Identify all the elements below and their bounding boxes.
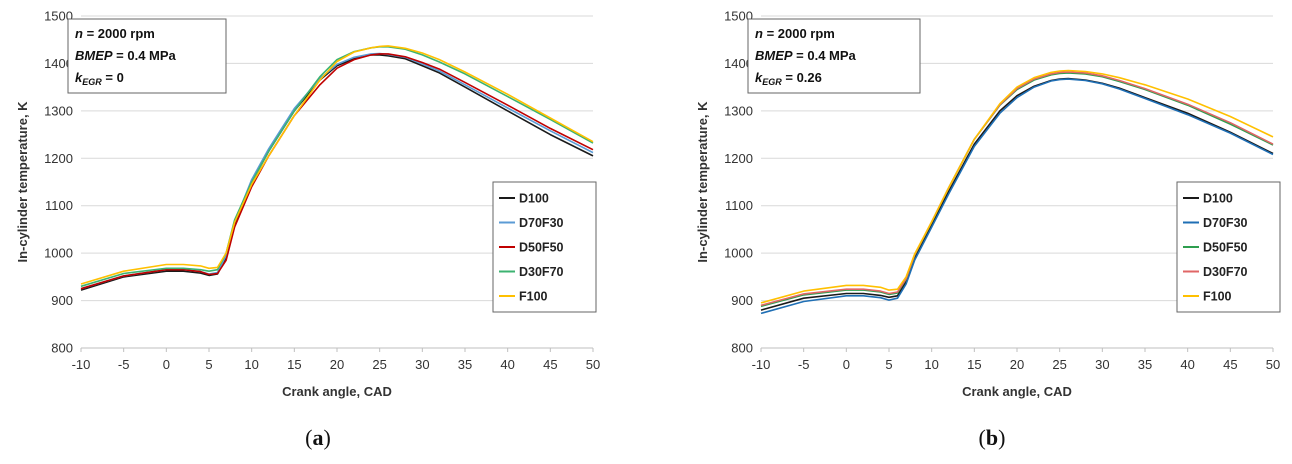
- annotation-value: = 2000 rpm: [83, 26, 155, 41]
- x-axis-title: Crank angle, CAD: [282, 384, 392, 399]
- chart-panel-b: 800 900 1000 1100 1200 1300 1400 1500 -10 -5 0 5 10 1…: [695, 9, 1281, 450]
- legend-item-d30f70: D30F70: [519, 265, 564, 279]
- x-tick-label: 15: [967, 357, 981, 372]
- x-tick-label: 35: [458, 357, 472, 372]
- x-tick-label: 0: [843, 357, 850, 372]
- y-tick-label: 1500: [44, 9, 73, 24]
- x-tick-label: -5: [798, 357, 810, 372]
- annotation-variable: n: [755, 26, 763, 41]
- y-axis-title: In-cylinder temperature, K: [15, 101, 30, 263]
- x-tick-label: 25: [372, 357, 386, 372]
- x-tick-label: 10: [244, 357, 258, 372]
- legend-item-d70f30: D70F30: [519, 216, 564, 230]
- annotation-value: = 0.4 MPa: [113, 48, 177, 63]
- panel-caption: (b): [979, 425, 1006, 450]
- annotation-box: [747, 18, 921, 94]
- annotation-subscript: EGR: [762, 77, 782, 87]
- x-tick-label: 35: [1138, 357, 1152, 372]
- x-tick-label: 5: [885, 357, 892, 372]
- y-tick-label: 1200: [44, 151, 73, 166]
- series-line-f100: [80, 45, 594, 285]
- legend-item-f100: F100: [1203, 290, 1232, 304]
- y-tick-label: 1000: [44, 246, 73, 261]
- annotation-variable: k: [755, 70, 763, 85]
- annotation-box: [67, 18, 227, 94]
- annotation-variable: n: [75, 26, 83, 41]
- y-tick-label: 1100: [45, 198, 73, 213]
- caption-paren-close: ): [324, 425, 331, 450]
- annotation-variable: k: [75, 70, 83, 85]
- y-tick-label: 800: [51, 341, 73, 356]
- caption-paren-open: (: [305, 425, 312, 450]
- x-tick-label: 30: [1095, 357, 1109, 372]
- series-line-d30f70: [80, 46, 594, 288]
- annotation-line2: BMEP = 0.4 MPa: [75, 48, 177, 63]
- y-tick-label: 1300: [44, 103, 73, 118]
- legend-item-d100: D100: [519, 192, 549, 206]
- annotation-line1: n = 2000 rpm: [755, 26, 835, 41]
- legend-item-d100: D100: [1203, 192, 1233, 206]
- y-tick-label: 900: [731, 293, 753, 308]
- annotation-value: = 2000 rpm: [763, 26, 835, 41]
- x-tick-label: 0: [163, 357, 170, 372]
- x-tick-label: -10: [72, 357, 91, 372]
- series-line-d100: [760, 77, 1274, 311]
- x-tick-label: 50: [1266, 357, 1280, 372]
- x-tick-label: 30: [415, 357, 429, 372]
- annotation-line3: kEGR = 0.26: [755, 70, 822, 87]
- y-tick-label: 900: [51, 293, 73, 308]
- chart-panel-a: 800 900 1000 1100 1200 1300 1400 1500 -10 -5 0 5 10 1…: [15, 9, 600, 451]
- y-axis-title: In-cylinder temperature, K: [695, 101, 710, 263]
- annotation-value: = 0.26: [782, 70, 822, 85]
- annotation-variable: BMEP: [75, 48, 113, 63]
- x-tick-label: 5: [205, 357, 212, 372]
- x-tick-label: 45: [543, 357, 557, 372]
- annotation-line2: BMEP = 0.4 MPa: [755, 48, 857, 63]
- legend-item-d50f50: D50F50: [519, 241, 564, 255]
- x-tick-label: 10: [924, 357, 938, 372]
- y-tick-label: 1400: [724, 56, 753, 71]
- caption-letter: b: [986, 425, 998, 450]
- panel-caption: (a): [305, 425, 331, 450]
- y-tick-label: 1400: [44, 56, 73, 71]
- y-tick-label: 1000: [724, 246, 753, 261]
- series-line-f100: [760, 69, 1274, 304]
- x-tick-label: -10: [752, 357, 771, 372]
- x-tick-label: 20: [330, 357, 344, 372]
- annotation-line3: kEGR = 0: [75, 70, 124, 87]
- legend-item-f100: F100: [519, 290, 548, 304]
- caption-paren-close: ): [998, 425, 1005, 450]
- annotation-line1: n = 2000 rpm: [75, 26, 155, 41]
- caption-paren-open: (: [979, 425, 986, 450]
- legend-item-d70f30: D70F30: [1203, 216, 1248, 230]
- x-tick-label: 15: [287, 357, 301, 372]
- annotation-subscript: EGR: [82, 77, 102, 87]
- x-tick-label: 45: [1223, 357, 1237, 372]
- y-tick-label: 800: [731, 341, 753, 356]
- y-tick-label: 1300: [724, 103, 753, 118]
- x-tick-label: -5: [118, 357, 130, 372]
- annotation-value: = 0: [102, 70, 124, 85]
- x-tick-label: 40: [1180, 357, 1194, 372]
- x-tick-label: 50: [586, 357, 600, 372]
- x-axis-title: Crank angle, CAD: [962, 384, 1072, 399]
- caption-letter: a: [313, 425, 324, 450]
- x-tick-label: 40: [500, 357, 514, 372]
- y-tick-label: 1100: [725, 198, 753, 213]
- y-tick-label: 1200: [724, 151, 753, 166]
- annotation-value: = 0.4 MPa: [793, 48, 857, 63]
- x-tick-label: 25: [1052, 357, 1066, 372]
- legend-item-d50f50: D50F50: [1203, 241, 1248, 255]
- annotation-variable: BMEP: [755, 48, 793, 63]
- y-tick-label: 1500: [724, 9, 753, 24]
- x-tick-label: 20: [1010, 357, 1024, 372]
- series-line-d70f30: [760, 78, 1274, 315]
- series-line-d50f50: [80, 53, 594, 290]
- legend-item-d30f70: D30F70: [1203, 265, 1248, 279]
